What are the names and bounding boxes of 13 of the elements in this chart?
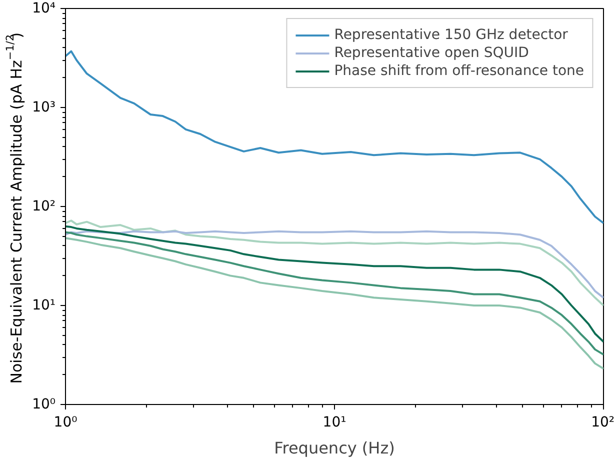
x-tick-label: 10⁰ xyxy=(54,414,78,430)
x-axis-title: Frequency (Hz) xyxy=(274,438,395,458)
legend-label: Phase shift from off-resonance tone xyxy=(334,63,584,79)
legend-label: Representative 150 GHz detector xyxy=(334,27,568,43)
y-axis-title: Noise-Equivalent Current Amplitude (pA Hz−1/2) xyxy=(4,32,26,384)
legend-label: Representative open SQUID xyxy=(334,45,529,61)
y-tick-label: 10¹ xyxy=(32,298,56,314)
y-tick-label: 10³ xyxy=(32,100,56,116)
x-tick-label: 10² xyxy=(591,414,614,430)
x-tick-label: 10¹ xyxy=(322,414,346,430)
y-tick-label: 10⁴ xyxy=(32,0,56,16)
y-tick-label: 10² xyxy=(32,198,56,214)
y-tick-label: 10⁰ xyxy=(32,396,56,412)
